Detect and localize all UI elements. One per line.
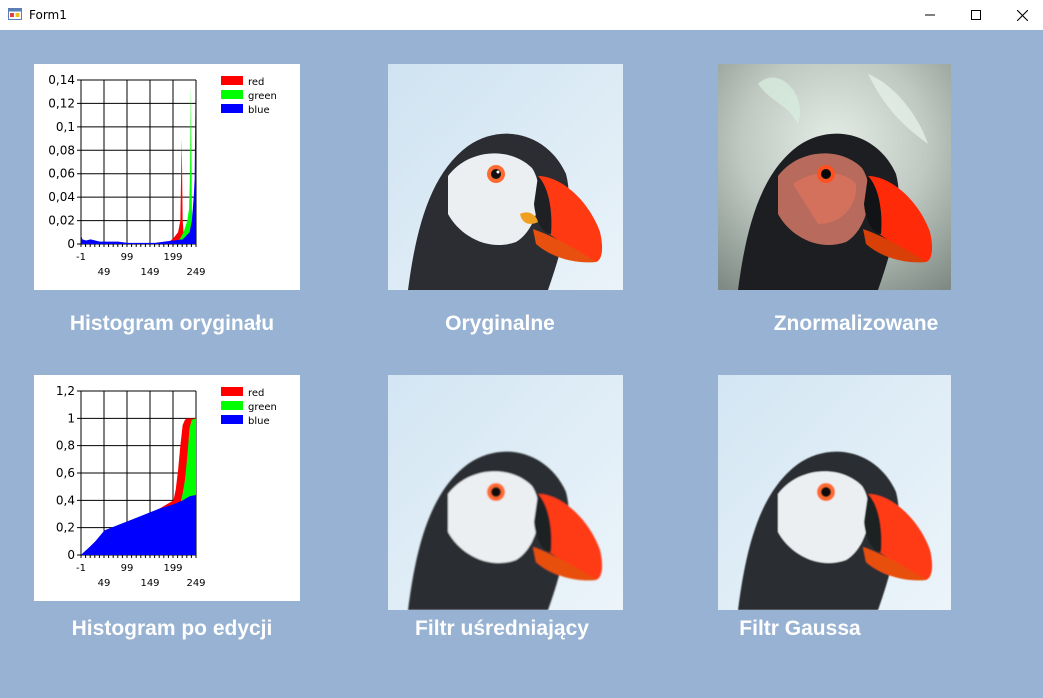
puffin-gauss-svg bbox=[718, 375, 951, 610]
puffin-photo-normalized bbox=[718, 64, 951, 290]
y-tick-label: 1,2 bbox=[56, 384, 75, 398]
maximize-icon bbox=[971, 10, 981, 20]
y-tick-label: 0,04 bbox=[48, 190, 75, 204]
y-tick-label: 1 bbox=[67, 411, 75, 425]
y-tick-label: 0,06 bbox=[48, 167, 75, 181]
minimize-button[interactable] bbox=[907, 0, 953, 30]
y-tick-label: 0 bbox=[67, 237, 75, 251]
histogram-original-chart: 0 0,02 0,04 0,06 0,08 0,1 0,12 0,14 -1 99 199 49 149… bbox=[34, 64, 300, 290]
series-green bbox=[175, 85, 196, 244]
legend-swatch-green bbox=[221, 90, 243, 99]
y-tick-label: 0,8 bbox=[56, 439, 75, 453]
caption-gauss-filter: Filtr Gaussa bbox=[739, 617, 861, 640]
legend-label-red: red bbox=[248, 77, 264, 88]
y-tick-label: 0,1 bbox=[56, 120, 75, 134]
legend-swatch-blue bbox=[221, 104, 243, 113]
x-tick-label: 149 bbox=[140, 267, 159, 278]
puffin-photo-blurred bbox=[388, 375, 623, 610]
minimize-icon bbox=[925, 14, 935, 16]
puffin-normalized-svg bbox=[718, 64, 951, 290]
x-tick-label: 149 bbox=[140, 578, 159, 589]
x-tick-label: 249 bbox=[186, 578, 205, 589]
caption-histogram-edited: Histogram po edycji bbox=[71, 617, 273, 640]
caption-normalized: Znormalizowane bbox=[773, 312, 939, 335]
y-tick-label: 0,12 bbox=[48, 96, 75, 110]
legend-label-blue: blue bbox=[248, 416, 270, 427]
y-tick-label: 0,02 bbox=[48, 214, 75, 228]
histogram-edited-chart: 0 0,2 0,4 0,6 0,8 1 1,2 -1 99 199 49 149 249 red green… bbox=[34, 375, 300, 601]
series-blue bbox=[81, 94, 196, 244]
x-tick-label: -1 bbox=[76, 252, 86, 263]
y-tick-label: 0,6 bbox=[56, 466, 75, 480]
legend-label-red: red bbox=[248, 388, 264, 399]
legend-swatch-red bbox=[221, 76, 243, 85]
x-tick-label: 99 bbox=[121, 563, 134, 574]
app-form-icon bbox=[8, 8, 22, 20]
y-tick-label: 0,08 bbox=[48, 143, 75, 157]
x-tick-label: 249 bbox=[186, 267, 205, 278]
series-red bbox=[166, 138, 196, 244]
x-tick-label: 99 bbox=[121, 252, 134, 263]
x-tick-label: 199 bbox=[163, 252, 182, 263]
caption-original: Oryginalne bbox=[445, 312, 555, 335]
x-tick-label: 199 bbox=[163, 563, 182, 574]
caption-histogram-original: Histogram oryginału bbox=[69, 312, 275, 335]
legend-swatch-red bbox=[221, 387, 243, 396]
title-bar: Form1 bbox=[0, 0, 1043, 30]
y-tick-label: 0 bbox=[67, 548, 75, 562]
caption-mean-filter: Filtr uśredniający bbox=[415, 617, 589, 640]
close-icon bbox=[1016, 9, 1028, 21]
x-tick-label: 49 bbox=[98, 578, 111, 589]
legend-label-blue: blue bbox=[248, 105, 270, 116]
histogram-original-svg: 0 0,02 0,04 0,06 0,08 0,1 0,12 0,14 -1 99 199 49 149… bbox=[48, 73, 277, 278]
puffin-photo-gauss bbox=[718, 375, 951, 610]
y-tick-label: 0,14 bbox=[48, 73, 75, 87]
close-button[interactable] bbox=[999, 0, 1043, 30]
legend-label-green: green bbox=[248, 91, 277, 102]
x-tick-label: -1 bbox=[76, 563, 86, 574]
x-tick-label: 49 bbox=[98, 267, 111, 278]
histogram-edited-svg: 0 0,2 0,4 0,6 0,8 1 1,2 -1 99 199 49 149 249 red green… bbox=[56, 384, 277, 589]
series-blue bbox=[81, 494, 196, 555]
y-tick-label: 0,2 bbox=[56, 521, 75, 535]
legend-label-green: green bbox=[248, 402, 277, 413]
puffin-original-svg bbox=[388, 64, 623, 290]
puffin-photo bbox=[388, 64, 623, 290]
legend-swatch-blue bbox=[221, 415, 243, 424]
legend-swatch-green bbox=[221, 401, 243, 410]
window-title: Form1 bbox=[29, 8, 67, 22]
y-tick-label: 0,4 bbox=[56, 493, 75, 507]
puffin-mean-svg bbox=[388, 375, 623, 610]
maximize-button[interactable] bbox=[953, 0, 999, 30]
